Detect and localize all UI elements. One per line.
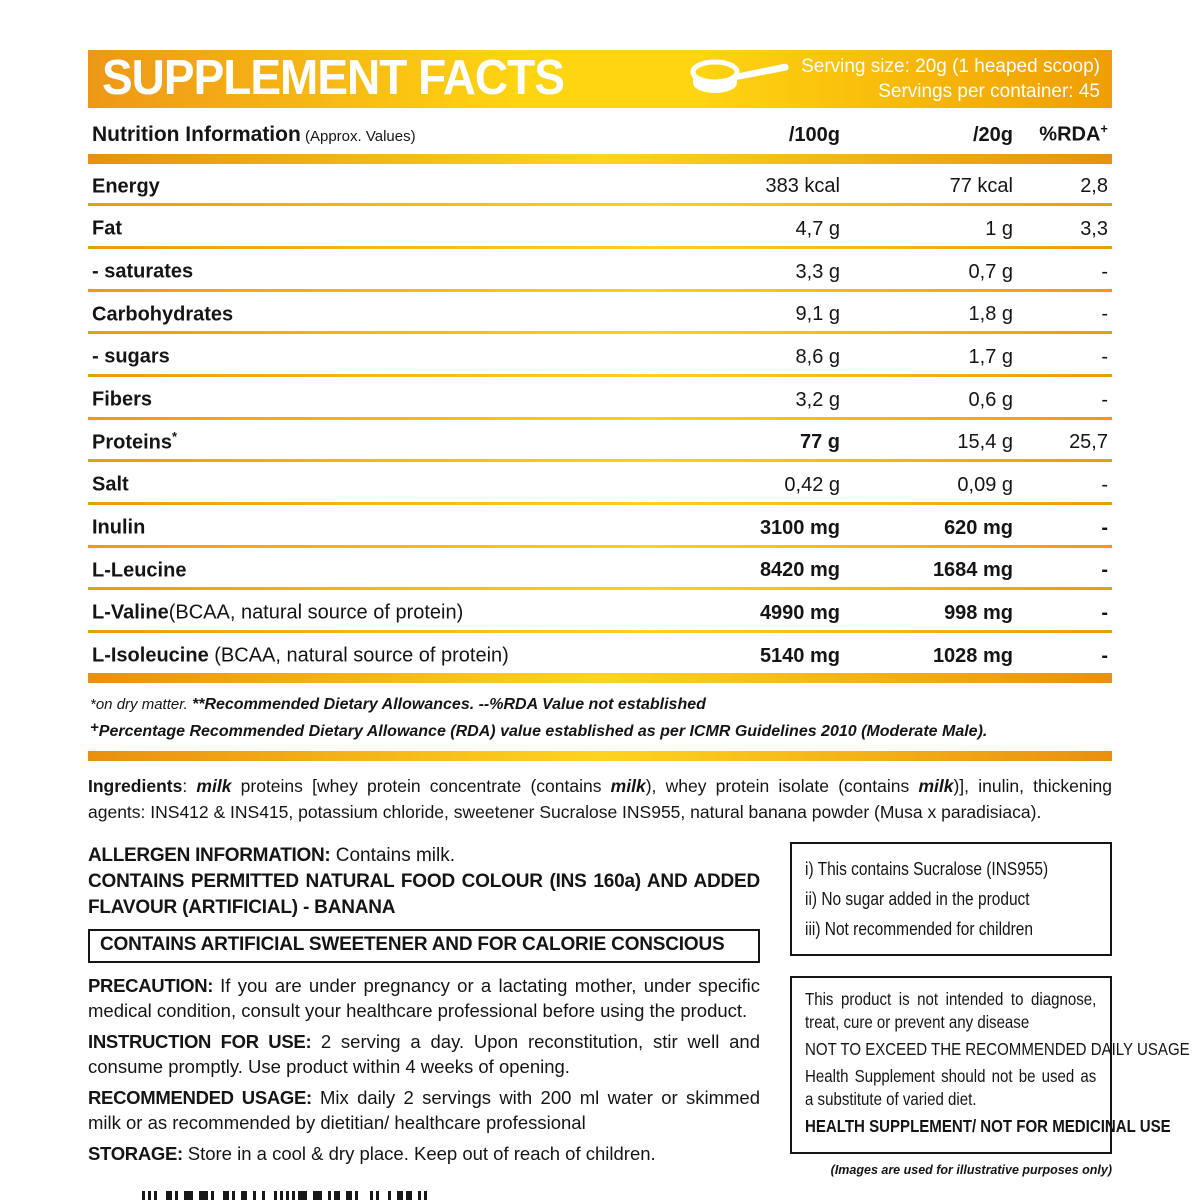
- row-divider: [88, 331, 1112, 335]
- column-header-rda: %RDA+: [1039, 121, 1108, 146]
- precaution-paragraph: PRECAUTION: If you are under pregnancy o…: [88, 975, 760, 1022]
- value-rda: -: [1101, 388, 1108, 411]
- supplement-facts-banner: SUPPLEMENT FACTS Serving size: 20g (1 he…: [88, 49, 1112, 108]
- value-rda: -: [1101, 303, 1108, 326]
- value-per-20g: 0,6 g: [968, 388, 1013, 411]
- value-per-20g: 15,4 g: [957, 431, 1013, 454]
- value-per-100g: 5140 mg: [759, 644, 840, 667]
- value-per-100g: 8,6 g: [795, 345, 840, 368]
- value-per-100g: 77 g: [799, 431, 840, 454]
- storage-paragraph: STORAGE: Store in a cool & dry place. Ke…: [88, 1143, 656, 1165]
- value-per-100g: 383 kcal: [765, 175, 841, 198]
- value-rda: -: [1101, 644, 1108, 667]
- column-header-20g: /20g: [972, 123, 1013, 146]
- value-rda: -: [1101, 345, 1108, 368]
- nutrition-row: - sugars 8,6 g 1,7 g -: [92, 345, 1108, 368]
- value-rda: 3,3: [1080, 217, 1108, 240]
- footnote-1: *on dry matter. **Recommended Dietary Al…: [90, 695, 706, 713]
- nutrition-row: Carbohydrates 9,1 g 1,8 g -: [92, 303, 1108, 326]
- value-per-20g: 620 mg: [944, 516, 1013, 539]
- row-divider: [88, 416, 1112, 420]
- divider-bar-footnotes: [88, 750, 1112, 761]
- note-ii: ii) No sugar added in the product: [805, 889, 1030, 910]
- row-divider: [88, 203, 1112, 207]
- left-info-column: ALLERGEN INFORMATION: Contains milk. CON…: [88, 842, 760, 1177]
- row-divider: [88, 245, 1112, 249]
- nutrition-row: - saturates 3,3 g 0,7 g -: [92, 260, 1108, 283]
- value-rda: -: [1101, 601, 1108, 624]
- value-per-20g: 1028 mg: [932, 644, 1013, 667]
- value-per-100g: 0,42 g: [784, 473, 840, 496]
- value-rda: -: [1101, 260, 1108, 283]
- value-per-20g: 1 g: [985, 217, 1013, 240]
- nutrition-row: Salt 0,42 g 0,09 g -: [92, 473, 1108, 496]
- note-i: i) This contains Sucralose (INS955): [805, 859, 1049, 880]
- value-per-100g: 4,7 g: [795, 217, 840, 240]
- row-divider: [88, 629, 1112, 633]
- allergen-information: ALLERGEN INFORMATION: Contains milk.: [88, 845, 456, 867]
- footnotes: *on dry matter. **Recommended Dietary Al…: [88, 683, 1112, 751]
- value-per-20g: 0,7 g: [968, 260, 1013, 283]
- right-info-column: i) This contains Sucralose (INS955) ii) …: [790, 842, 1190, 1178]
- banner-title: SUPPLEMENT FACTS: [102, 49, 565, 105]
- nutrition-row: L-Isoleucine (BCAA, natural source of pr…: [92, 644, 1108, 667]
- disclaimer-line-2: NOT TO EXCEED THE RECOMMENDED DAILY USAG…: [805, 1039, 1190, 1060]
- row-divider: [88, 587, 1112, 591]
- value-per-20g: 1,7 g: [968, 345, 1013, 368]
- note-iii: iii) Not recommended for children: [805, 919, 1033, 940]
- value-per-100g: 3,2 g: [795, 388, 840, 411]
- row-divider: [88, 459, 1112, 463]
- value-rda: -: [1101, 516, 1108, 539]
- value-per-20g: 1,8 g: [968, 303, 1013, 326]
- row-divider: [88, 288, 1112, 292]
- column-header-100g: /100g: [788, 123, 840, 146]
- value-rda: -: [1101, 473, 1108, 496]
- serving-info: Serving size: 20g (1 heaped scoop) Servi…: [801, 54, 1100, 104]
- value-rda: 2,8: [1080, 175, 1108, 198]
- sucralose-notes-box: i) This contains Sucralose (INS955) ii) …: [790, 842, 1112, 957]
- row-divider: [88, 501, 1112, 505]
- nutrition-info-title: Nutrition Information (Approx. Values): [92, 122, 416, 146]
- disclaimer-line-4: HEALTH SUPPLEMENT/ NOT FOR MEDICINAL USE: [805, 1116, 1171, 1137]
- value-rda: -: [1101, 559, 1108, 582]
- recommended-usage-paragraph: RECOMMENDED USAGE: Mix daily 2 servings …: [88, 1087, 760, 1134]
- row-divider: [88, 373, 1112, 377]
- value-per-20g: 998 mg: [944, 601, 1013, 624]
- divider-bar-table-bottom: [88, 672, 1112, 683]
- value-rda: 25,7: [1069, 431, 1108, 454]
- value-per-100g: 8420 mg: [759, 559, 840, 582]
- divider-bar-top: [88, 153, 1112, 164]
- nutrition-row: L-Leucine 8420 mg 1684 mg -: [92, 559, 1108, 582]
- nutrition-table: Energy 383 kcal 77 kcal 2,8 Fat 4,7 g 1 …: [88, 164, 1112, 673]
- nutrition-table-header: Nutrition Information (Approx. Values) /…: [88, 108, 1112, 154]
- nutrition-row: Proteins* 77 g 15,4 g 25,7: [92, 428, 1108, 454]
- servings-per-container: Servings per container: 45: [878, 81, 1100, 102]
- scoop-icon: [690, 59, 789, 93]
- nutrition-row: L-Valine(BCAA, natural source of protein…: [92, 601, 1108, 624]
- images-illustrative-note: (Images are used for illustrative purpos…: [830, 1163, 1112, 1178]
- value-per-20g: 77 kcal: [949, 175, 1013, 198]
- barcode: 5404017401372>: [114, 1191, 474, 1200]
- disclaimer-line-3: Health Supplement should not be used as …: [805, 1066, 1097, 1110]
- artificial-sweetener-box: CONTAINS ARTIFICIAL SWEETENER AND FOR CA…: [88, 929, 760, 964]
- value-per-100g: 4990 mg: [759, 601, 840, 624]
- nutrition-row: Fibers 3,2 g 0,6 g -: [92, 388, 1108, 411]
- serving-size: Serving size: 20g (1 heaped scoop): [801, 56, 1100, 77]
- value-per-100g: 3100 mg: [759, 516, 840, 539]
- permitted-colour-note: CONTAINS PERMITTED NATURAL FOOD COLOUR (…: [88, 871, 760, 919]
- nutrition-row: Inulin 3100 mg 620 mg -: [92, 516, 1108, 539]
- row-divider: [88, 544, 1112, 548]
- disclaimer-box: This product is not intended to diagnose…: [790, 976, 1190, 1155]
- ingredients-paragraph: Ingredients: milk proteins [whey protein…: [88, 775, 1112, 822]
- nutrition-row: Fat 4,7 g 1 g 3,3: [92, 217, 1108, 240]
- instruction-paragraph: INSTRUCTION FOR USE: 2 serving a day. Up…: [88, 1031, 760, 1078]
- value-per-100g: 3,3 g: [795, 260, 840, 283]
- disclaimer-line-1: This product is not intended to diagnose…: [805, 989, 1097, 1033]
- footnote-2: +Percentage Recommended Dietary Allowanc…: [90, 718, 988, 740]
- nutrition-row: Energy 383 kcal 77 kcal 2,8: [92, 175, 1108, 198]
- value-per-20g: 1684 mg: [932, 559, 1013, 582]
- value-per-100g: 9,1 g: [795, 303, 840, 326]
- value-per-20g: 0,09 g: [957, 473, 1013, 496]
